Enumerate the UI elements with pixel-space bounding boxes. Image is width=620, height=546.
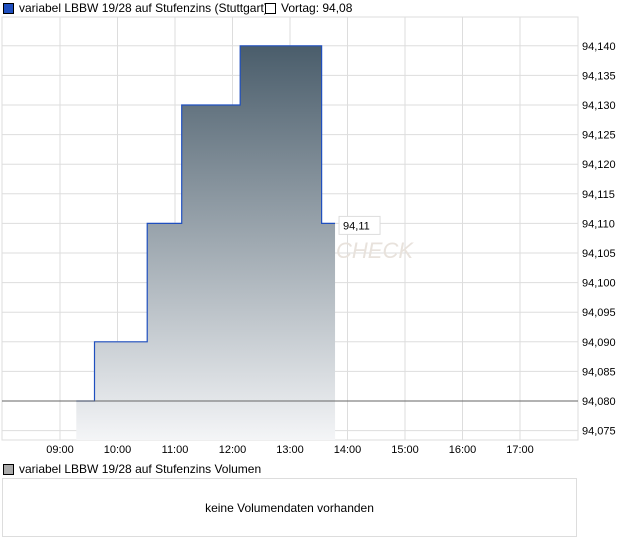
x-tick-label: 16:00: [449, 444, 477, 456]
y-tick-label: 94,130: [582, 100, 616, 112]
y-tick-label: 94,140: [582, 41, 616, 53]
no-volume-message: keine Volumendaten vorhanden: [205, 500, 374, 515]
x-tick-label: 10:00: [104, 444, 132, 456]
volume-label: variabel LBBW 19/28 auf Stufenzins Volum…: [19, 462, 262, 476]
y-tick-label: 94,125: [582, 130, 616, 142]
x-tick-label: 13:00: [276, 444, 304, 456]
x-tick-label: 15:00: [391, 444, 419, 456]
y-tick-label: 94,115: [582, 189, 615, 201]
last-value-box: [338, 215, 381, 235]
y-tick-label: 94,075: [582, 426, 616, 438]
prev-label: Vortag: 94,08: [281, 1, 353, 15]
series-legend: variabel LBBW 19/28 auf Stufenzins (Stut…: [3, 1, 268, 15]
series-swatch: [3, 2, 14, 14]
y-tick-label: 94,105: [582, 248, 616, 260]
prev-legend: Vortag: 94,08: [265, 1, 352, 15]
prev-swatch: [265, 2, 276, 14]
x-tick-label: 11:00: [162, 444, 189, 456]
x-tick-label: 12:00: [219, 444, 247, 456]
y-tick-label: 94,095: [582, 307, 616, 319]
volume-legend: variabel LBBW 19/28 auf Stufenzins Volum…: [3, 462, 261, 476]
y-tick-label: 94,135: [582, 70, 616, 82]
y-tick-label: 94,100: [582, 278, 616, 290]
y-tick-label: 94,110: [582, 218, 615, 230]
watermark: CHECK: [336, 238, 414, 263]
y-tick-label: 94,085: [582, 366, 616, 378]
price-area: [76, 45, 336, 441]
y-tick-label: 94,080: [582, 396, 616, 408]
series-label: variabel LBBW 19/28 auf Stufenzins (Stut…: [19, 1, 268, 15]
volume-swatch: [3, 463, 14, 475]
x-tick-label: 09:00: [46, 444, 74, 456]
y-tick-label: 94,090: [582, 337, 616, 349]
price-chart: CHECK 09:00 10:00 11:00 12:00 13:00 14:00 15:0…: [1, 16, 616, 456]
last-value-label: 94,11: [343, 220, 370, 232]
price-line: [76, 45, 336, 402]
volume-panel: keine Volumendaten vorhanden: [2, 478, 577, 537]
x-tick-label: 17:00: [506, 444, 534, 456]
y-tick-label: 94,120: [582, 159, 616, 171]
x-tick-label: 14:00: [334, 444, 362, 456]
